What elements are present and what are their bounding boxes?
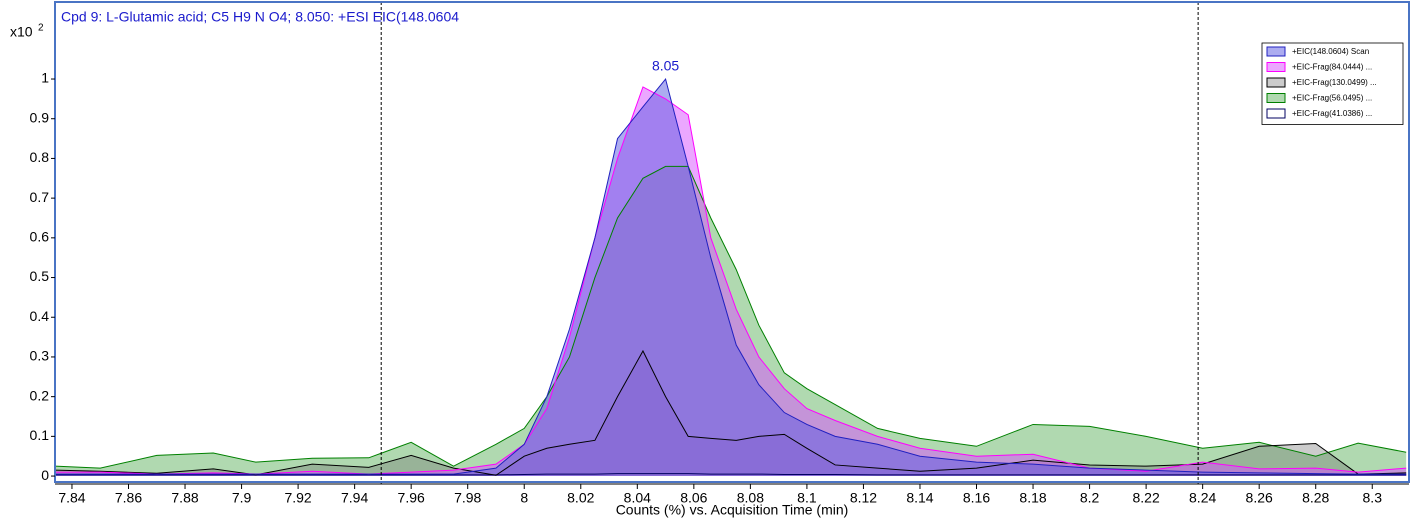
x-tick-label: 8.26: [1246, 490, 1273, 506]
plot-area: [55, 77, 1407, 477]
x-tick-label: 8.3: [1363, 490, 1383, 506]
x-tick-label: 8.04: [624, 490, 651, 506]
x-tick-label: 8.08: [737, 490, 764, 506]
x-tick-label: 7.86: [115, 490, 142, 506]
y-tick-label: 0.6: [30, 229, 50, 245]
x-tick-label: 8.12: [850, 490, 877, 506]
y-tick-label: 0.9: [30, 109, 50, 125]
series-line: [55, 77, 1407, 475]
x-tick-label: 7.94: [341, 490, 368, 506]
y-tick-label: 0.8: [30, 149, 50, 165]
y-exponent: 2: [38, 23, 44, 34]
legend-label: +EIC-Frag(130.0499) ...: [1292, 78, 1377, 87]
legend-label: +EIC-Frag(84.0444) ...: [1292, 63, 1372, 72]
legend-swatch: [1266, 46, 1286, 57]
legend-label: +EIC-Frag(41.0386) ...: [1292, 109, 1372, 118]
x-tick-label: 7.92: [284, 490, 311, 506]
series-line: [55, 473, 1407, 476]
legend-label: +EIC-Frag(56.0495) ...: [1292, 94, 1372, 103]
x-tick-label: 7.88: [171, 490, 198, 506]
legend-swatch: [1266, 77, 1286, 88]
x-tick-label: 7.96: [398, 490, 425, 506]
x-tick-label: 8.22: [1132, 490, 1159, 506]
y-tick-label: 0: [41, 467, 49, 483]
legend-swatch: [1266, 62, 1286, 72]
legend-label: +EIC(148.0604) Scan: [1292, 47, 1369, 56]
x-tick-label: 8.06: [680, 490, 707, 506]
x-tick-label: 8.14: [906, 490, 933, 506]
x-tick-label: 7.98: [454, 490, 481, 506]
chart-title: Cpd 9: L-Glutamic acid; C5 H9 N O4; 8.05…: [61, 9, 459, 25]
x-axis-label: Counts (%) vs. Acquisition Time (min): [616, 502, 849, 518]
series-line: [55, 349, 1407, 476]
x-tick-label: 8.02: [567, 490, 594, 506]
y-tick-label: 0.3: [30, 348, 50, 364]
x-tick-label: 7.84: [58, 490, 85, 506]
plot-frame: [54, 1, 1410, 483]
area-fill: [55, 79, 1407, 477]
legend-swatch: [1266, 93, 1286, 103]
y-tick-label: 0.4: [30, 308, 50, 324]
x-tick-label: 7.9: [232, 490, 252, 506]
y-tick-label: 0.2: [30, 387, 50, 403]
y-multiplier: x10: [10, 24, 33, 40]
x-tick-label: 8.18: [1019, 490, 1046, 506]
y-tick-label: 0.5: [30, 268, 50, 284]
legend-swatch: [1266, 108, 1286, 119]
x-tick-label: 8.24: [1189, 490, 1216, 506]
x-tick-label: 8.2: [1080, 490, 1100, 506]
y-tick-label: 0.1: [30, 427, 50, 443]
y-tick-label: 0.7: [30, 189, 50, 205]
peak-label: 8.05: [652, 58, 679, 74]
x-tick-label: 8.16: [963, 490, 990, 506]
x-tick-label: 8.28: [1302, 490, 1329, 506]
x-tick-label: 8.1: [797, 490, 817, 506]
x-tick-label: 8: [520, 490, 528, 506]
y-tick-label: 1: [41, 70, 49, 86]
